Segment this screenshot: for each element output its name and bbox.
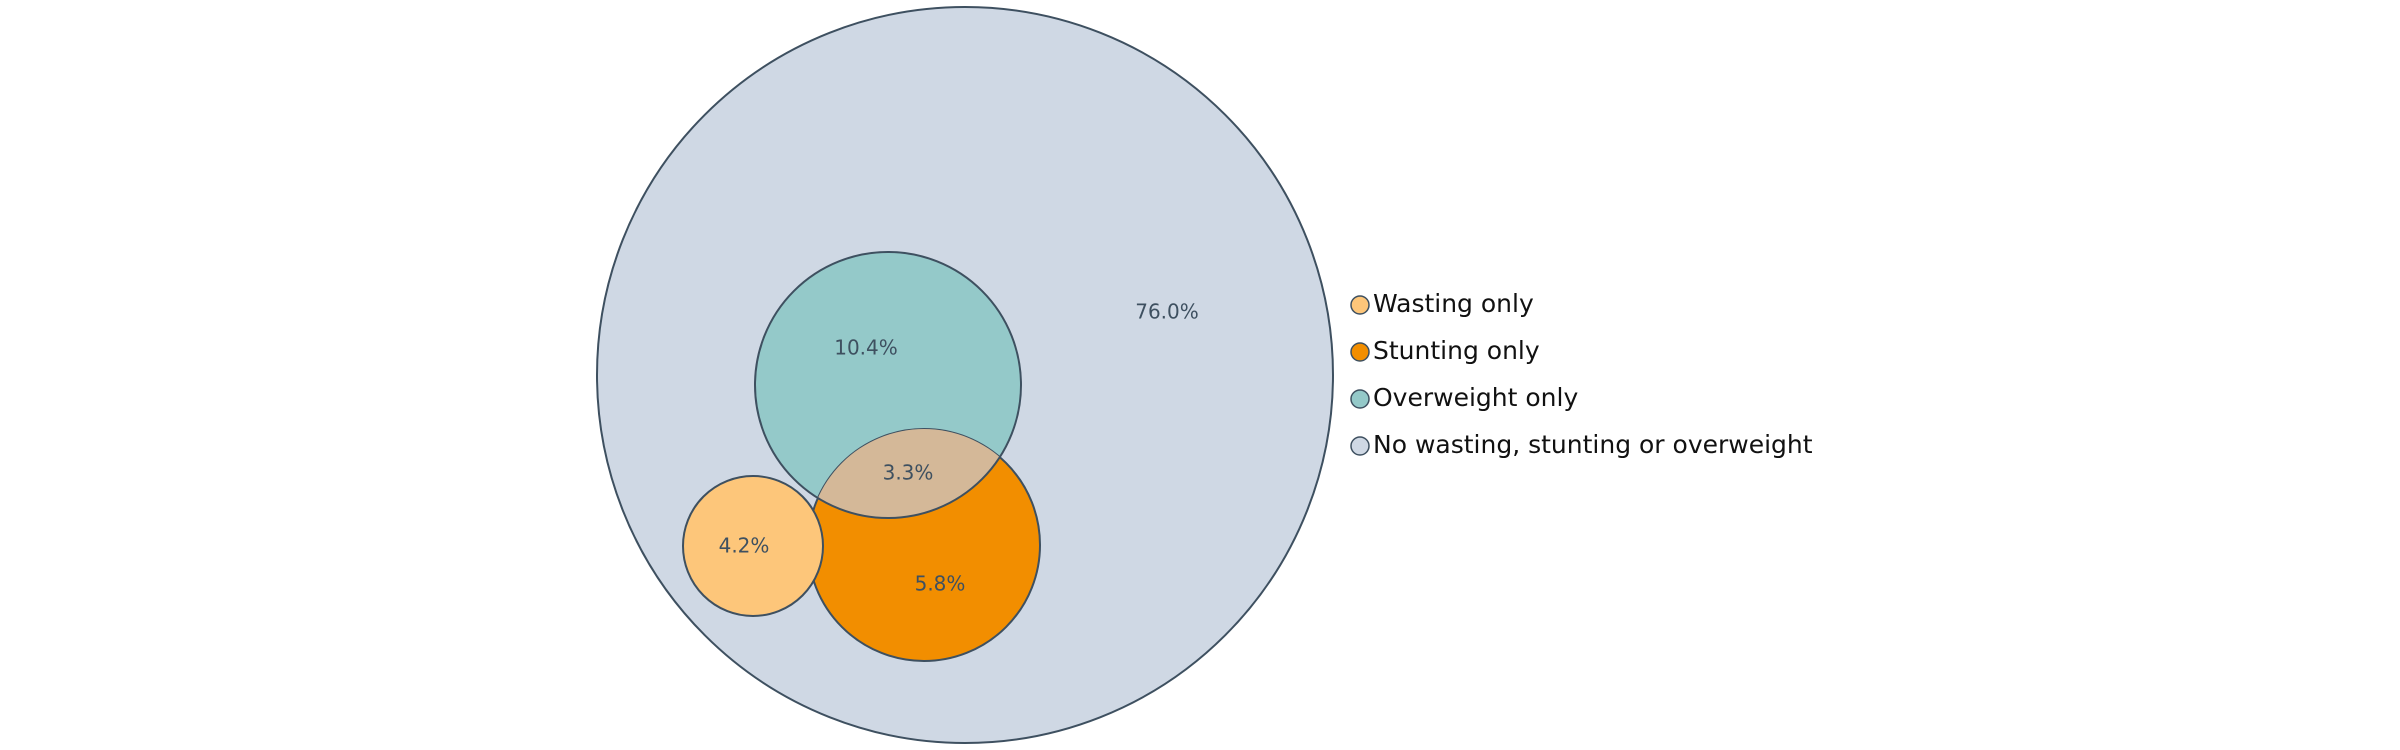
- legend-swatch-none: [1350, 436, 1370, 456]
- legend-swatch-stunting: [1350, 342, 1370, 362]
- legend-item-wasting: Wasting only: [1350, 289, 1534, 318]
- label-overlap: 3.3%: [883, 461, 934, 485]
- legend-swatch-overweight: [1350, 389, 1370, 409]
- label-none: 76.0%: [1135, 300, 1199, 324]
- label-overweight: 10.4%: [834, 336, 898, 360]
- circle-overweight-outline: [754, 251, 1022, 519]
- legend-swatch-wasting: [1350, 295, 1370, 315]
- label-stunting: 5.8%: [915, 572, 966, 596]
- legend-label-wasting: Wasting only: [1373, 289, 1534, 318]
- legend-label-overweight: Overweight only: [1373, 383, 1578, 412]
- legend-item-overweight: Overweight only: [1350, 383, 1578, 412]
- legend: Wasting only Stunting only Overweight on…: [1350, 289, 1813, 459]
- label-wasting: 4.2%: [719, 534, 770, 558]
- legend-label-none: No wasting, stunting or overweight: [1373, 430, 1813, 459]
- circle-wasting: [682, 475, 824, 617]
- legend-item-stunting: Stunting only: [1350, 336, 1540, 365]
- plot-area: 76.0% 10.4% 3.3% 4.2% 5.8%: [596, 6, 1334, 744]
- legend-item-none: No wasting, stunting or overweight: [1350, 430, 1813, 459]
- legend-label-stunting: Stunting only: [1373, 336, 1540, 365]
